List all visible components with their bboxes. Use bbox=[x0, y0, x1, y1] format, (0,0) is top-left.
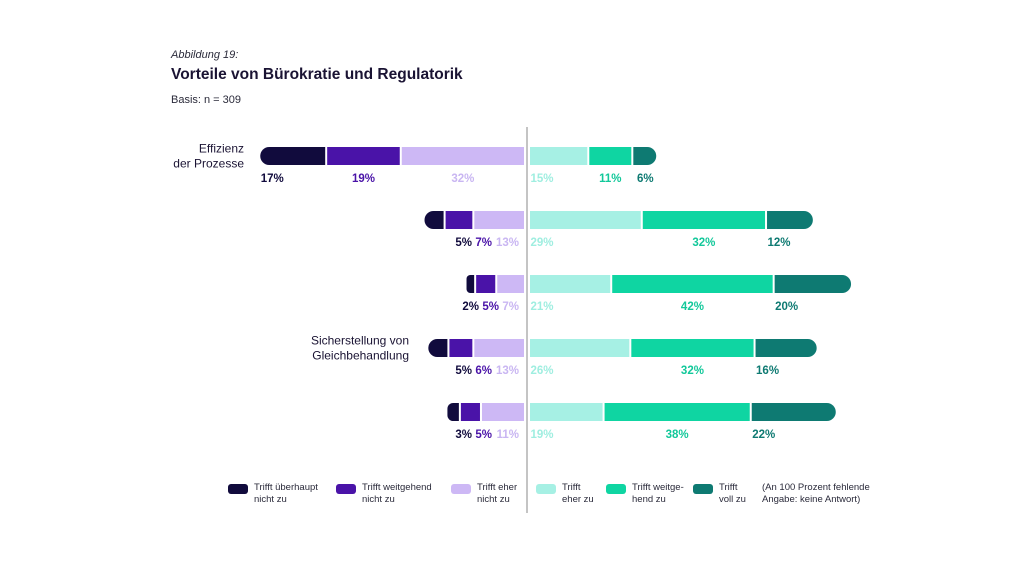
value-label-trifft-ueberhaupt-nicht-zu-effizienz-der-prozesse: 17% bbox=[261, 173, 284, 185]
bar-trifft-ueberhaupt-nicht-zu-sicherstellung-von-gleichbehandlung bbox=[428, 339, 448, 357]
bar-trifft-voll-zu-sicherstellung-von-gleichbehandlung bbox=[755, 339, 817, 357]
bar-trifft-weitgehend-zu-berechenbarkeit bbox=[642, 211, 766, 229]
value-label-trifft-ueberhaupt-nicht-zu-rechtssicherheit: 2% bbox=[462, 301, 479, 313]
legend-label-trifft-ueberhaupt-nicht-zu: Trifft überhaupt nicht zu bbox=[254, 482, 318, 506]
bar-trifft-voll-zu-effizienz-der-prozesse bbox=[633, 147, 657, 165]
legend-note-line: Angabe: keine Antwort) bbox=[762, 494, 861, 505]
legend-label-trifft-eher-zu: Trifft eher zu bbox=[562, 482, 594, 506]
bar-trifft-voll-zu-transparenz bbox=[751, 403, 836, 421]
bar-trifft-weitgehend-nicht-zu-rechtssicherheit bbox=[476, 275, 496, 293]
value-label-trifft-weitgehend-nicht-zu-transparenz: 5% bbox=[475, 429, 492, 441]
value-label-trifft-eher-zu-rechtssicherheit: 21% bbox=[530, 301, 553, 313]
value-label-trifft-eher-nicht-zu-effizienz-der-prozesse: 32% bbox=[451, 173, 474, 185]
bar-trifft-weitgehend-zu-sicherstellung-von-gleichbehandlung bbox=[631, 339, 754, 357]
legend-swatch-trifft-weitgehend-zu bbox=[606, 484, 626, 494]
legend-label-trifft-weitgehend-nicht-zu: Trifft weitgehend nicht zu bbox=[362, 482, 432, 506]
category-label-berechenbarkeit: Berechenbarkeit bbox=[0, 213, 1, 227]
value-label-trifft-voll-zu-effizienz-der-prozesse: 6% bbox=[637, 173, 654, 185]
bar-trifft-eher-zu-transparenz bbox=[530, 403, 603, 421]
legend-label-trifft-weitgehend-zu: Trifft weitge-hend zu bbox=[632, 482, 684, 506]
value-label-trifft-ueberhaupt-nicht-zu-sicherstellung-von-gleichbehandlung: 5% bbox=[455, 365, 472, 377]
bar-trifft-ueberhaupt-nicht-zu-rechtssicherheit bbox=[466, 275, 475, 293]
value-label-trifft-weitgehend-nicht-zu-berechenbarkeit: 7% bbox=[475, 237, 492, 249]
bar-trifft-eher-nicht-zu-sicherstellung-von-gleichbehandlung bbox=[474, 339, 524, 357]
bar-trifft-eher-nicht-zu-rechtssicherheit bbox=[497, 275, 524, 293]
value-label-trifft-eher-nicht-zu-rechtssicherheit: 7% bbox=[502, 301, 519, 313]
value-label-trifft-voll-zu-rechtssicherheit: 20% bbox=[775, 301, 798, 313]
legend-swatch-trifft-weitgehend-nicht-zu bbox=[336, 484, 356, 494]
value-label-trifft-weitgehend-zu-effizienz-der-prozesse: 11% bbox=[599, 173, 621, 185]
legend-swatch-trifft-ueberhaupt-nicht-zu bbox=[228, 484, 248, 494]
value-label-trifft-weitgehend-nicht-zu-effizienz-der-prozesse: 19% bbox=[352, 173, 375, 185]
value-label-trifft-weitgehend-zu-berechenbarkeit: 32% bbox=[692, 237, 715, 249]
value-label-trifft-eher-nicht-zu-transparenz: 11% bbox=[497, 429, 519, 441]
legend-label-line: Trifft eher bbox=[477, 482, 518, 493]
legend-label-line: eher zu bbox=[562, 494, 594, 505]
legend-label-line: hend zu bbox=[632, 494, 666, 505]
legend-swatch-trifft-eher-zu bbox=[536, 484, 556, 494]
legend-swatch-trifft-voll-zu bbox=[693, 484, 713, 494]
bar-trifft-weitgehend-zu-transparenz bbox=[604, 403, 750, 421]
bar-trifft-eher-nicht-zu-berechenbarkeit bbox=[474, 211, 524, 229]
bar-trifft-eher-zu-rechtssicherheit bbox=[530, 275, 611, 293]
value-label-trifft-weitgehend-nicht-zu-sicherstellung-von-gleichbehandlung: 6% bbox=[475, 365, 492, 377]
legend-label-trifft-eher-nicht-zu: Trifft eher nicht zu bbox=[477, 482, 517, 506]
value-label-trifft-eher-zu-effizienz-der-prozesse: 15% bbox=[530, 173, 553, 185]
value-label-trifft-voll-zu-transparenz: 22% bbox=[752, 429, 775, 441]
legend-label-line: Trifft bbox=[562, 482, 581, 493]
value-label-trifft-ueberhaupt-nicht-zu-transparenz: 3% bbox=[455, 429, 472, 441]
legend-note: (An 100 Prozent fehlende Angabe: keine An… bbox=[762, 482, 870, 506]
chart-title: Vorteile von Bürokratie und Regulatorik bbox=[171, 66, 463, 83]
legend-swatch-trifft-eher-nicht-zu bbox=[451, 484, 471, 494]
value-label-trifft-voll-zu-berechenbarkeit: 12% bbox=[768, 237, 791, 249]
legend-label-line: nicht zu bbox=[477, 494, 510, 505]
value-label-trifft-ueberhaupt-nicht-zu-berechenbarkeit: 5% bbox=[455, 237, 472, 249]
bar-trifft-weitgehend-nicht-zu-berechenbarkeit bbox=[445, 211, 473, 229]
bar-trifft-weitgehend-nicht-zu-transparenz bbox=[460, 403, 480, 421]
bar-trifft-ueberhaupt-nicht-zu-berechenbarkeit bbox=[424, 211, 444, 229]
value-label-trifft-eher-nicht-zu-berechenbarkeit: 13% bbox=[496, 237, 519, 249]
legend-note-line: (An 100 Prozent fehlende bbox=[762, 482, 870, 493]
legend-label-line: voll zu bbox=[719, 494, 746, 505]
bar-trifft-ueberhaupt-nicht-zu-effizienz-der-prozesse bbox=[260, 147, 326, 165]
value-label-trifft-eher-zu-transparenz: 19% bbox=[530, 429, 553, 441]
bar-trifft-voll-zu-berechenbarkeit bbox=[767, 211, 813, 229]
bar-trifft-eher-nicht-zu-transparenz bbox=[481, 403, 524, 421]
value-label-trifft-eher-nicht-zu-sicherstellung-von-gleichbehandlung: 13% bbox=[496, 365, 519, 377]
bar-trifft-weitgehend-zu-effizienz-der-prozesse bbox=[589, 147, 632, 165]
legend-label-line: Trifft bbox=[719, 482, 738, 493]
bar-trifft-weitgehend-nicht-zu-sicherstellung-von-gleichbehandlung bbox=[449, 339, 473, 357]
bar-trifft-ueberhaupt-nicht-zu-transparenz bbox=[447, 403, 459, 421]
legend-label-line: nicht zu bbox=[362, 494, 395, 505]
value-label-trifft-weitgehend-zu-sicherstellung-von-gleichbehandlung: 32% bbox=[681, 365, 704, 377]
bar-trifft-voll-zu-rechtssicherheit bbox=[774, 275, 852, 293]
legend-label-trifft-voll-zu: Trifft voll zu bbox=[719, 482, 746, 506]
legend-label-line: nicht zu bbox=[254, 494, 287, 505]
bar-trifft-weitgehend-nicht-zu-effizienz-der-prozesse bbox=[327, 147, 400, 165]
bar-trifft-eher-zu-effizienz-der-prozesse bbox=[530, 147, 588, 165]
category-label-rechtssicherheit: Rechtssicherheit bbox=[0, 277, 1, 291]
category-label-effizienz-der-prozesse: Effizienz der Prozesse bbox=[173, 142, 244, 171]
legend-label-line: Trifft überhaupt bbox=[254, 482, 318, 493]
bar-trifft-weitgehend-zu-rechtssicherheit bbox=[612, 275, 773, 293]
figure-label: Abbildung 19: bbox=[171, 49, 239, 61]
value-label-trifft-eher-zu-sicherstellung-von-gleichbehandlung: 26% bbox=[530, 365, 553, 377]
bar-trifft-eher-nicht-zu-effizienz-der-prozesse bbox=[401, 147, 524, 165]
bar-trifft-eher-zu-berechenbarkeit bbox=[530, 211, 641, 229]
legend-label-line: Trifft weitgehend bbox=[362, 482, 432, 493]
value-label-trifft-weitgehend-zu-transparenz: 38% bbox=[666, 429, 689, 441]
bar-trifft-eher-zu-sicherstellung-von-gleichbehandlung bbox=[530, 339, 630, 357]
category-label-sicherstellung-von-gleichbehandlung: Sicherstellung von Gleichbehandlung bbox=[311, 334, 409, 363]
legend-label-line: Trifft weitge- bbox=[632, 482, 684, 493]
sample-basis: Basis: n = 309 bbox=[171, 94, 242, 106]
value-label-trifft-voll-zu-sicherstellung-von-gleichbehandlung: 16% bbox=[756, 365, 779, 377]
value-label-trifft-weitgehend-zu-rechtssicherheit: 42% bbox=[681, 301, 704, 313]
value-label-trifft-eher-zu-berechenbarkeit: 29% bbox=[530, 237, 553, 249]
value-label-trifft-weitgehend-nicht-zu-rechtssicherheit: 5% bbox=[482, 301, 499, 313]
